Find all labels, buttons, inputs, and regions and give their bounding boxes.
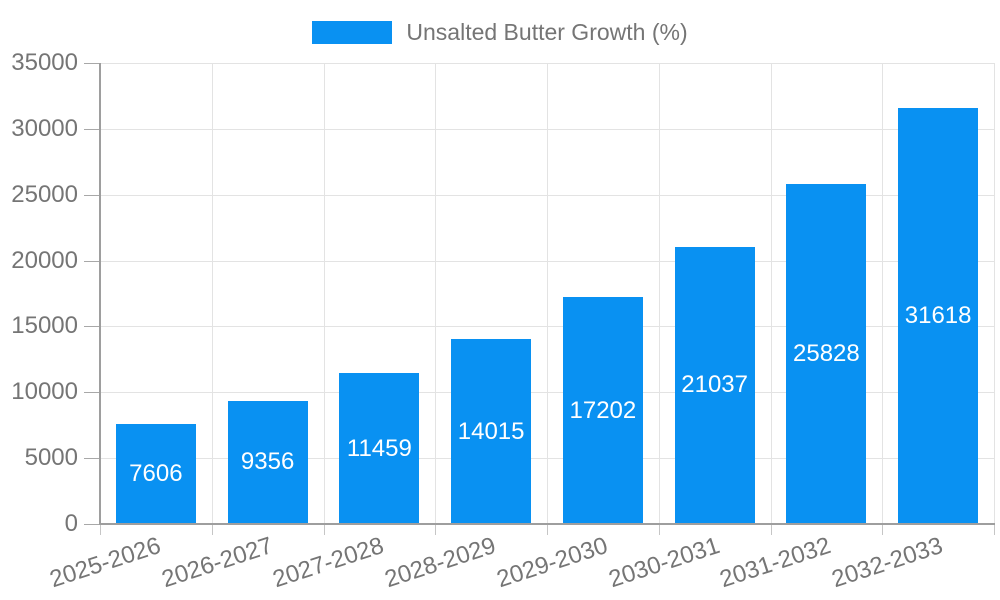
bar-value-label: 17202: [569, 396, 637, 424]
bar: 7606: [115, 423, 196, 524]
gridline-vertical: [882, 63, 884, 524]
gridline-vertical: [435, 63, 437, 524]
bar-value-label: 11459: [346, 434, 412, 462]
y-axis-line: [99, 63, 101, 525]
bar-value-label: 9356: [240, 448, 295, 476]
y-tick-label: 5000: [24, 444, 78, 472]
y-axis-tick: [84, 63, 100, 64]
gridline-vertical: [211, 63, 213, 524]
legend-swatch-icon: [312, 21, 393, 45]
y-tick-label: 30000: [11, 114, 78, 142]
bar-value-label: 21037: [681, 371, 748, 399]
x-axis-tick: [323, 524, 325, 535]
bar: 14015: [451, 339, 532, 524]
bar-value-label: 14015: [457, 417, 525, 445]
y-tick-label: 35000: [11, 49, 78, 76]
y-tick-label: 20000: [11, 246, 78, 274]
bar: 11459: [339, 373, 420, 524]
chart-legend: Unsalted Butter Growth (%): [0, 19, 1000, 45]
gridline-vertical: [323, 63, 325, 524]
gridline-vertical: [658, 63, 660, 524]
bar: 21037: [674, 246, 755, 524]
y-tick-label: 25000: [11, 180, 78, 208]
bar: 31618: [898, 107, 979, 524]
bar-value-label: 31618: [904, 301, 972, 329]
y-tick-label: 0: [64, 510, 78, 537]
x-axis-tick: [435, 524, 437, 535]
x-axis-tick: [211, 524, 213, 535]
y-axis-tick: [84, 524, 100, 525]
gridline-vertical: [770, 63, 772, 524]
gridline-vertical: [994, 63, 995, 524]
x-axis-tick: [770, 524, 772, 535]
bar: 17202: [562, 297, 643, 524]
y-tick-label: 10000: [11, 378, 78, 406]
x-axis-tick: [994, 524, 995, 535]
x-axis-tick: [547, 524, 548, 535]
gridline-vertical: [547, 63, 548, 524]
bar: 9356: [227, 400, 308, 524]
bar: 25828: [786, 183, 867, 524]
x-axis-tick: [882, 524, 884, 535]
x-axis-tick: [100, 524, 101, 535]
x-axis-tick: [658, 524, 660, 535]
x-axis-line: [99, 523, 995, 525]
y-axis-tick: [84, 326, 100, 328]
legend-label: Unsalted Butter Growth (%): [406, 19, 688, 45]
y-axis-tick: [84, 260, 100, 262]
y-axis-tick: [84, 128, 100, 130]
y-tick-label: 15000: [11, 312, 78, 340]
y-axis-tick: [84, 458, 100, 460]
bar-value-label: 25828: [793, 339, 860, 367]
bar-value-label: 7606: [129, 459, 183, 487]
y-axis-tick: [84, 392, 100, 394]
y-axis-tick: [84, 194, 100, 196]
